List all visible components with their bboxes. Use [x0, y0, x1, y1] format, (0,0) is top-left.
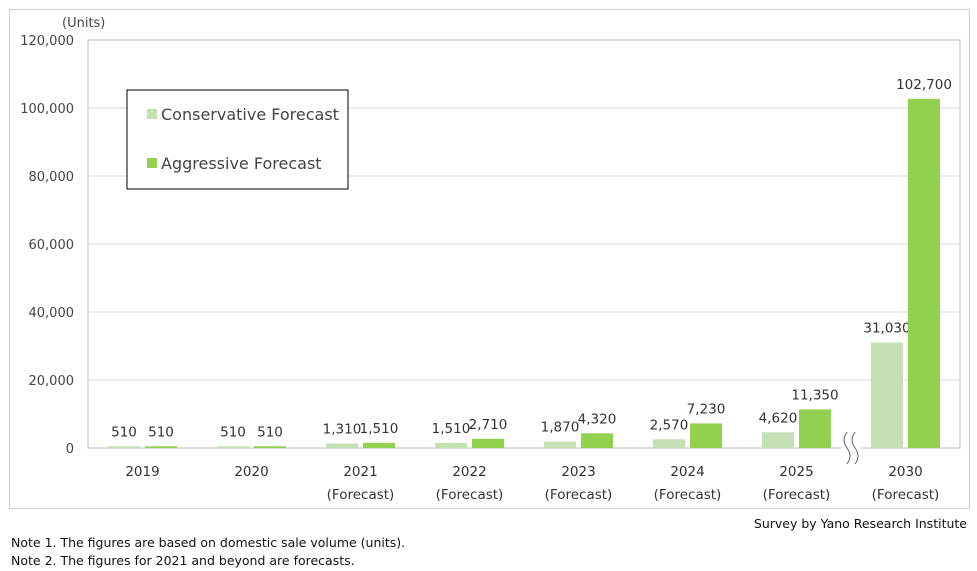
legend-label: Conservative Forecast: [161, 105, 339, 124]
bar-aggressive: [799, 409, 831, 448]
data-label: 4,320: [578, 411, 617, 427]
x-tick-label: 2020: [234, 464, 268, 480]
x-tick-sublabel: (Forecast): [327, 487, 395, 503]
data-label: 1,870: [541, 420, 580, 436]
data-label: 510: [257, 424, 283, 440]
y-tick-label: 100,000: [20, 102, 74, 117]
bar-aggressive: [254, 446, 286, 448]
bar-conservative: [653, 439, 685, 448]
data-label: 1,510: [360, 421, 399, 437]
data-label: 11,350: [791, 387, 838, 403]
bar-chart: 0 20,000 40,000 60,000 80,000 100,000 120,000 (…: [20, 16, 961, 503]
data-label: 2,570: [650, 417, 689, 433]
data-label: 1,310: [323, 422, 362, 438]
source-credit: Survey by Yano Research Institute: [753, 516, 967, 531]
bar-aggressive: [690, 423, 722, 448]
y-tick-label: 0: [66, 442, 74, 457]
x-tick-sublabel: (Forecast): [654, 487, 722, 503]
x-tick-label: 2030: [888, 464, 922, 480]
legend-swatch: [147, 158, 157, 168]
bar-aggressive: [145, 446, 177, 448]
y-tick-label: 20,000: [29, 374, 75, 389]
bar-conservative: [871, 342, 903, 448]
note-1: Note 1. The figures are based on domesti…: [11, 535, 406, 550]
x-tick-sublabel: (Forecast): [436, 487, 504, 503]
axis-break-mask: [841, 430, 861, 466]
axis-break-mark: [843, 431, 851, 465]
bar-conservative: [108, 446, 140, 448]
axis-break-mark: [851, 431, 859, 465]
x-tick-label: 2024: [670, 464, 704, 480]
note-2: Note 2. The figures for 2021 and beyond …: [11, 553, 355, 568]
legend-swatch: [147, 109, 157, 119]
chart-frame: [9, 9, 970, 509]
x-tick-label: 2025: [779, 464, 813, 480]
bar-aggressive: [472, 438, 504, 448]
x-tick-sublabel: (Forecast): [872, 487, 940, 503]
data-label: 7,230: [687, 401, 726, 417]
x-tick-label: 2019: [125, 464, 159, 480]
x-tick-sublabel: (Forecast): [545, 487, 613, 503]
y-tick-label: 80,000: [29, 170, 75, 185]
x-tick-label: 2021: [343, 464, 377, 480]
data-label: 1,510: [432, 421, 471, 437]
y-tick-label: 40,000: [29, 306, 75, 321]
x-tick-label: 2023: [561, 464, 595, 480]
data-label: 510: [220, 424, 246, 440]
y-tick-label: 120,000: [20, 34, 74, 49]
bar-aggressive: [581, 433, 613, 448]
y-axis-unit-label: (Units): [62, 16, 105, 31]
data-label: 102,700: [896, 77, 952, 93]
data-label: 31,030: [863, 320, 910, 336]
data-label: 2,710: [469, 417, 508, 433]
bar-conservative: [326, 443, 358, 448]
legend-label: Aggressive Forecast: [161, 154, 322, 173]
bar-conservative: [544, 441, 576, 448]
x-tick-label: 2022: [452, 464, 486, 480]
bar-conservative: [762, 432, 794, 448]
data-label: 510: [111, 424, 137, 440]
x-tick-sublabel: (Forecast): [763, 487, 831, 503]
data-label: 4,620: [759, 410, 798, 426]
legend-box: [126, 89, 349, 190]
data-label: 510: [148, 424, 174, 440]
bar-conservative: [435, 442, 467, 448]
bar-aggressive: [908, 98, 940, 448]
bar-aggressive: [363, 442, 395, 448]
y-tick-label: 60,000: [29, 238, 75, 253]
bar-conservative: [217, 446, 249, 448]
